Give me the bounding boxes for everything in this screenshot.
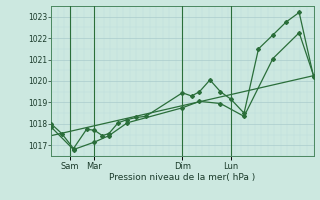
X-axis label: Pression niveau de la mer( hPa ): Pression niveau de la mer( hPa ) [109, 173, 256, 182]
